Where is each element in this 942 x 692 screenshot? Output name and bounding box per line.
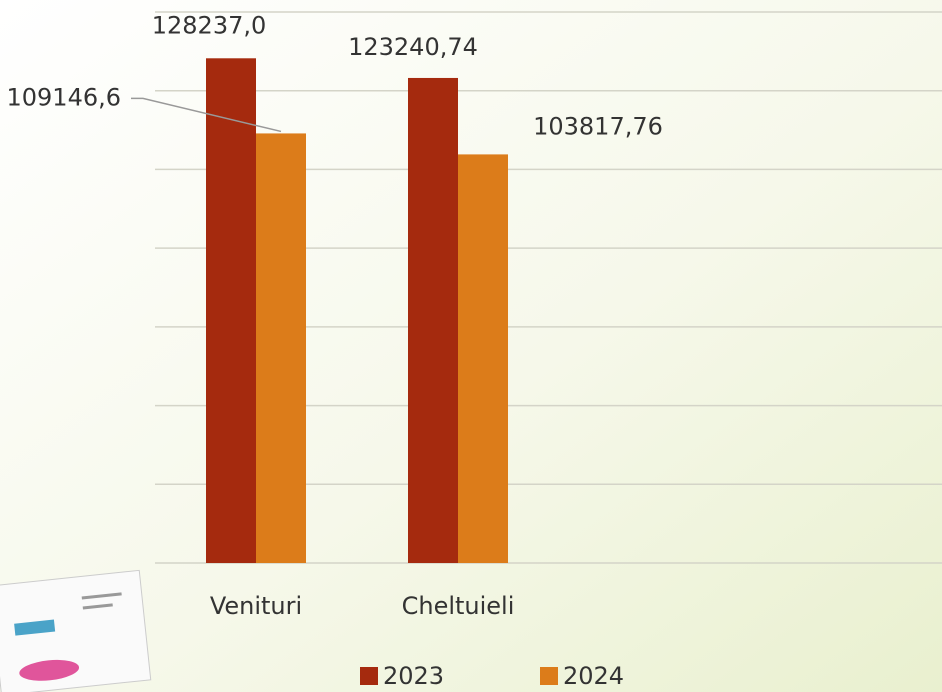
- decor-report: [0, 569, 152, 692]
- x-tick-label: Cheltuieli: [402, 592, 515, 620]
- leader-line: [131, 97, 282, 133]
- bar: [206, 58, 256, 563]
- bar: [458, 154, 508, 563]
- data-label: 103817,76: [533, 112, 663, 140]
- data-label: 128237,0: [152, 11, 267, 39]
- data-label: 123240,74: [348, 33, 478, 61]
- legend-label: 2023: [383, 662, 444, 690]
- legend-swatch: [540, 667, 558, 685]
- x-tick-label: Venituri: [210, 592, 302, 620]
- bar: [408, 77, 458, 563]
- data-label: 109146,6: [6, 83, 121, 111]
- bar: [256, 133, 306, 563]
- legend-label: 2024: [563, 662, 624, 690]
- legend-swatch: [360, 667, 378, 685]
